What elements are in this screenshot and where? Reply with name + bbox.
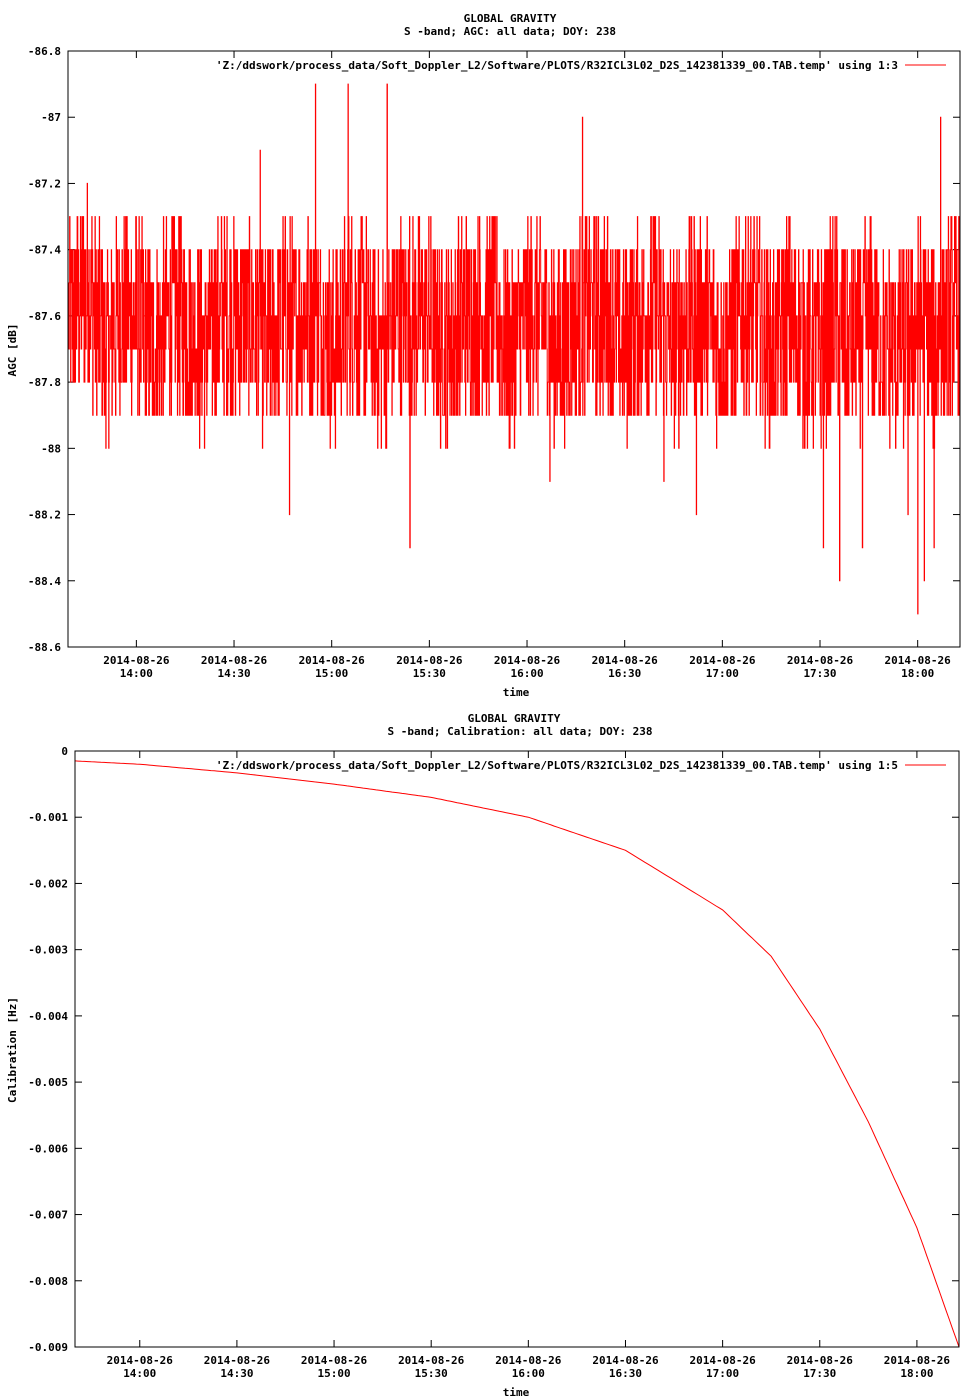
legend-label: 'Z:/ddswork/process_data/Soft_Doppler_L2… xyxy=(216,59,898,72)
x-tick-label: 2014-08-26 xyxy=(592,1354,659,1367)
x-tick-label: 2014-08-26 xyxy=(103,654,170,667)
x-tick-label: 16:30 xyxy=(608,667,641,680)
y-tick-label: -0.004 xyxy=(28,1010,68,1023)
x-tick-label: 18:00 xyxy=(900,1367,933,1380)
x-tick-label: 2014-08-26 xyxy=(495,1354,562,1367)
x-tick-label: 2014-08-26 xyxy=(690,1354,757,1367)
chart-calibration: GLOBAL GRAVITY S -band; Calibration: all… xyxy=(6,712,960,1399)
plot-frame xyxy=(74,750,960,1348)
x-tick-label: 17:00 xyxy=(706,1367,739,1380)
x-tick-label: 16:00 xyxy=(510,667,543,680)
x-tick-label: 15:00 xyxy=(315,667,348,680)
plot-frame xyxy=(67,50,961,648)
x-tick-label: 14:30 xyxy=(217,667,250,680)
x-tick-label: 2014-08-26 xyxy=(787,1354,854,1367)
plot-axes: 0 -0.001 -0.002 -0.003 -0.004 -0.005 -0.006 -0.… xyxy=(28,745,959,1380)
y-axis-label: Calibration [Hz] xyxy=(6,997,19,1103)
y-tick-label: -88 xyxy=(41,442,61,455)
chart-title: GLOBAL GRAVITY xyxy=(468,712,561,725)
x-tick-label: 2014-08-26 xyxy=(592,654,659,667)
x-tick-label: 17:30 xyxy=(803,667,836,680)
y-tick-label: 0 xyxy=(61,745,68,758)
legend-label: 'Z:/ddswork/process_data/Soft_Doppler_L2… xyxy=(216,759,898,772)
y-tick-label: -86.8 xyxy=(28,45,61,58)
x-tick-label: 17:00 xyxy=(706,667,739,680)
y-tick-label: -88.4 xyxy=(28,575,61,588)
y-tick-label: -88.2 xyxy=(28,509,61,522)
x-tick-label: 2014-08-26 xyxy=(299,654,366,667)
series-line xyxy=(68,83,960,615)
y-tick-label: -87 xyxy=(41,111,61,124)
x-axis-label: time xyxy=(503,1386,530,1399)
y-tick-label: -87.6 xyxy=(28,310,61,323)
x-tick-label: 2014-08-26 xyxy=(301,1354,368,1367)
x-tick-label: 2014-08-26 xyxy=(204,1354,271,1367)
y-tick-label: -0.005 xyxy=(28,1076,68,1089)
x-tick-label: 2014-08-26 xyxy=(689,654,756,667)
x-tick-label: 2014-08-26 xyxy=(107,1354,174,1367)
x-tick-label: 2014-08-26 xyxy=(884,1354,951,1367)
x-tick-label: 2014-08-26 xyxy=(398,1354,465,1367)
y-tick-label: -87.2 xyxy=(28,177,61,190)
y-axis-label: AGC [dB] xyxy=(6,324,19,377)
y-tick-label: -87.8 xyxy=(28,376,61,389)
x-tick-label: 14:00 xyxy=(123,1367,156,1380)
series-path xyxy=(68,83,960,615)
plot-axes: -86.8 -87 -87.2 -87.4 -87.6 -87.8 -88 -88.2 -88.… xyxy=(28,45,960,680)
x-axis-label: time xyxy=(503,686,530,699)
x-tick-label: 2014-08-26 xyxy=(201,654,268,667)
chart-agc: GLOBAL GRAVITY S -band; AGC: all data; D… xyxy=(6,12,961,699)
series-line xyxy=(74,760,960,1348)
chart-subtitle: S -band; AGC: all data; DOY: 238 xyxy=(404,25,616,38)
x-tick-label: 16:30 xyxy=(609,1367,642,1380)
x-tick-label: 2014-08-26 xyxy=(494,654,561,667)
x-tick-label: 2014-08-26 xyxy=(396,654,463,667)
x-tick-label: 2014-08-26 xyxy=(787,654,854,667)
y-tick-label: -0.001 xyxy=(28,811,68,824)
y-tick-label: -0.009 xyxy=(28,1341,68,1354)
series-path xyxy=(74,760,960,1348)
chart-title: GLOBAL GRAVITY xyxy=(464,12,557,25)
y-tick-label: -87.4 xyxy=(28,244,61,257)
y-tick-label: -0.007 xyxy=(28,1209,68,1222)
x-tick-label: 15:00 xyxy=(317,1367,350,1380)
x-tick-label: 18:00 xyxy=(901,667,934,680)
y-tick-label: -0.008 xyxy=(28,1275,68,1288)
x-tick-label: 14:30 xyxy=(220,1367,253,1380)
x-tick-label: 17:30 xyxy=(803,1367,836,1380)
y-tick-label: -0.006 xyxy=(28,1142,68,1155)
x-tick-label: 15:30 xyxy=(415,1367,448,1380)
x-tick-label: 14:00 xyxy=(120,667,153,680)
y-tick-label: -0.003 xyxy=(28,944,68,957)
x-tick-label: 2014-08-26 xyxy=(885,654,952,667)
x-tick-label: 15:30 xyxy=(413,667,446,680)
x-tick-label: 16:00 xyxy=(512,1367,545,1380)
y-tick-label: -88.6 xyxy=(28,641,61,654)
y-tick-label: -0.002 xyxy=(28,877,68,890)
chart-subtitle: S -band; Calibration: all data; DOY: 238 xyxy=(388,725,653,738)
